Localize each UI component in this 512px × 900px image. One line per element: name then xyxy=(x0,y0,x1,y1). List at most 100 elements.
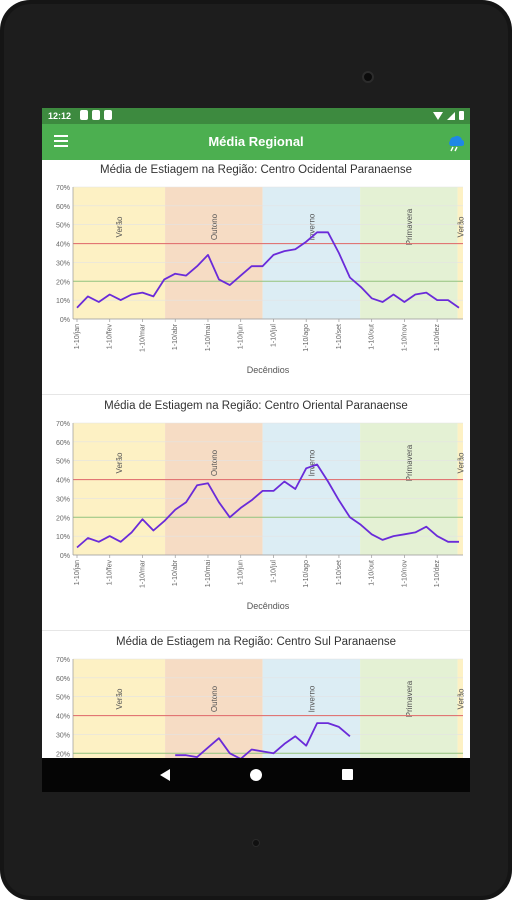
y-tick-label: 30% xyxy=(56,260,70,267)
y-tick-label: 30% xyxy=(56,496,70,503)
x-axis-label: Decêndios xyxy=(247,365,290,375)
season-band xyxy=(457,659,463,758)
x-tick-label: 1-10/ago xyxy=(303,324,310,352)
x-tick-label: 1-10/nov xyxy=(401,560,408,588)
notification-icons xyxy=(80,110,112,120)
y-tick-label: 60% xyxy=(56,440,70,447)
y-tick-label: 10% xyxy=(56,534,70,541)
x-tick-label: 1-10/out xyxy=(369,324,376,350)
charts-scroll-area[interactable]: Verão Outono Inverno Primavera Verão 0% 10% 20%… xyxy=(42,160,470,758)
notification-icon xyxy=(104,110,112,120)
season-label: Inverno xyxy=(307,685,316,712)
app-title: Média Regional xyxy=(208,134,304,149)
chart-card-2: Verão Outono Inverno Primavera Verão 0% 10% 20%… xyxy=(42,396,470,632)
x-tick-label: 1-10/set xyxy=(336,560,343,585)
home-icon[interactable] xyxy=(250,769,262,781)
x-tick-label: 1-10/mai xyxy=(205,324,212,352)
x-tick-label: 1-10/mar xyxy=(139,559,146,588)
rain-cloud-icon[interactable] xyxy=(446,132,465,152)
season-band xyxy=(457,187,463,319)
x-tick-label: 1-10/jan xyxy=(74,324,81,349)
y-tick-label: 70% xyxy=(56,185,70,192)
y-tick-label: 70% xyxy=(56,421,70,428)
season-band xyxy=(165,187,263,319)
chart-3: VerãoOutonoInvernoPrimaveraVerão0%10%20%… xyxy=(56,657,465,758)
season-label: Verão xyxy=(115,452,124,473)
x-tick-label: 1-10/mar xyxy=(139,323,146,352)
x-tick-label: 1-10/mai xyxy=(205,560,212,588)
season-label: Verão xyxy=(115,688,124,709)
y-tick-label: 0% xyxy=(60,553,70,560)
y-tick-label: 20% xyxy=(56,751,70,758)
chart-title: Média de Estiagem na Região: Centro Sul … xyxy=(115,636,396,648)
y-tick-label: 40% xyxy=(56,714,70,721)
season-band xyxy=(262,423,361,555)
season-label: Inverno xyxy=(307,449,316,476)
divider xyxy=(42,630,470,631)
season-band xyxy=(262,659,361,758)
season-band xyxy=(457,423,463,555)
x-tick-label: 1-10/set xyxy=(336,324,343,349)
chart-title: Média de Estiagem na Região: Centro Ocid… xyxy=(100,164,412,176)
season-label: Verão xyxy=(456,452,465,473)
hamburger-menu-icon[interactable] xyxy=(54,135,70,149)
signal-icon xyxy=(447,111,455,120)
y-tick-label: 50% xyxy=(56,695,70,702)
screen: 12:12 Média Regional xyxy=(42,108,470,792)
device-sensor xyxy=(252,839,260,847)
season-label: Primavera xyxy=(405,208,414,245)
x-tick-label: 1-10/dez xyxy=(434,560,441,588)
season-label: Verão xyxy=(456,688,465,709)
x-tick-label: 1-10/jun xyxy=(238,324,245,349)
battery-icon xyxy=(459,111,464,120)
status-bar: 12:12 xyxy=(42,108,470,124)
y-tick-label: 20% xyxy=(56,515,70,522)
x-tick-label: 1-10/fev xyxy=(107,324,114,350)
y-tick-label: 60% xyxy=(56,676,70,683)
series-line xyxy=(76,463,459,549)
y-tick-label: 10% xyxy=(56,298,70,305)
x-tick-label: 1-10/jan xyxy=(74,560,81,585)
season-band xyxy=(360,659,458,758)
season-label: Primavera xyxy=(405,444,414,481)
season-band xyxy=(73,659,166,758)
x-tick-label: 1-10/abr xyxy=(172,323,179,350)
x-tick-label: 1-10/fev xyxy=(107,560,114,586)
y-tick-label: 40% xyxy=(56,242,70,249)
y-tick-label: 50% xyxy=(56,223,70,230)
season-label: Verão xyxy=(456,216,465,237)
y-tick-label: 30% xyxy=(56,732,70,739)
navigation-bar xyxy=(42,758,470,792)
wifi-icon xyxy=(433,111,443,120)
chart-2: Verão Outono Inverno Primavera Verão 0% 10% 20%… xyxy=(56,421,465,611)
x-tick-label: 1-10/dez xyxy=(434,324,441,352)
x-tick-label: 1-10/abr xyxy=(172,559,179,586)
app-toolbar: Média Regional xyxy=(42,124,470,160)
notification-icon xyxy=(92,110,100,120)
y-tick-label: 0% xyxy=(60,317,70,324)
recent-apps-icon[interactable] xyxy=(342,769,353,780)
season-label: Outono xyxy=(210,213,219,240)
divider xyxy=(42,394,470,395)
y-tick-label: 60% xyxy=(56,204,70,211)
x-tick-label: 1-10/nov xyxy=(401,324,408,352)
season-label: Verão xyxy=(115,216,124,237)
x-tick-label: 1-10/out xyxy=(369,560,376,586)
system-icons xyxy=(433,111,464,120)
season-band xyxy=(73,423,166,555)
back-icon[interactable] xyxy=(160,769,170,781)
season-band xyxy=(165,423,263,555)
series-line xyxy=(76,231,460,309)
y-tick-label: 40% xyxy=(56,478,70,485)
chart-1: Verão Outono Inverno Primavera Verão 0% 10% 20%… xyxy=(56,185,465,375)
front-camera xyxy=(362,71,374,83)
status-time: 12:12 xyxy=(48,111,72,121)
x-axis-label: Decêndios xyxy=(247,601,290,611)
x-tick-label: 1-10/jul xyxy=(270,560,277,583)
season-label: Outono xyxy=(210,685,219,712)
x-tick-label: 1-10/jun xyxy=(238,560,245,585)
notification-icon xyxy=(80,110,88,120)
y-tick-label: 50% xyxy=(56,459,70,466)
season-label: Primavera xyxy=(405,680,414,717)
